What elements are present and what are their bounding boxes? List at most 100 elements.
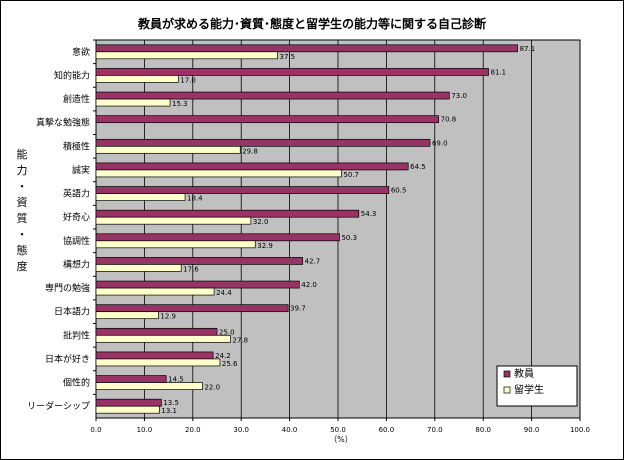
category-label: 日本語力 [54, 306, 90, 318]
category-label: 誠実 [72, 164, 90, 176]
bar-student [95, 216, 252, 225]
bar-student [95, 382, 203, 390]
bar-teacher [95, 257, 304, 265]
data-label-student: 17.6 [183, 265, 199, 273]
data-label-student: 32.0 [253, 218, 269, 226]
bar-student [95, 240, 256, 249]
x-tick-label: 100.0 [570, 426, 590, 434]
category-label: 英語力 [63, 188, 90, 200]
category-label: 批判性 [63, 329, 90, 341]
bar-teacher [95, 398, 162, 407]
data-label-teacher: 42.0 [301, 281, 317, 289]
bar-student [95, 287, 215, 296]
data-label-teacher: 50.3 [341, 234, 357, 242]
category-label: 個性的 [63, 377, 90, 389]
bar-student [95, 358, 221, 367]
data-label-teacher: 69.0 [432, 139, 448, 147]
bar-teacher [95, 91, 450, 100]
bar-teacher [95, 44, 518, 53]
bar-student [95, 193, 186, 201]
x-tick-label: 40.0 [282, 426, 298, 434]
data-label-student: 32.9 [257, 242, 273, 250]
chart-title: 教員が求める能力･資質･態度と留学生の能力等に関する自己診断 [137, 16, 486, 31]
data-label-student: 18.4 [187, 195, 203, 203]
bar-teacher [95, 351, 214, 360]
category-label: 好奇心 [63, 211, 90, 223]
y-axis-label-char: 能 [17, 147, 28, 161]
category-label: 知的能力 [54, 69, 90, 81]
x-tick-label: 10.0 [137, 426, 153, 434]
data-label-student: 22.0 [204, 384, 220, 392]
data-label-student: 13.1 [161, 407, 177, 415]
bar-teacher [95, 233, 340, 242]
bar-teacher [95, 304, 289, 313]
data-label-student: 50.7 [343, 171, 359, 179]
x-tick-label: 60.0 [379, 426, 395, 434]
data-label-student: 15.3 [172, 100, 188, 108]
category-label: 協調性 [63, 235, 90, 247]
category-label: 真摯な勉強態 [36, 117, 90, 129]
category-label: 積極性 [63, 140, 90, 152]
bar-student [95, 145, 241, 154]
legend-entry: 留学生 [514, 383, 544, 396]
category-label: 意欲 [72, 46, 90, 58]
data-label-teacher: 25.0 [219, 328, 235, 336]
bar-teacher [95, 138, 431, 147]
x-tick-label: 70.0 [427, 426, 443, 434]
bar-teacher [95, 327, 218, 336]
legend-entry: 教員 [514, 367, 534, 380]
bar-student [95, 264, 182, 272]
bar-student [95, 98, 171, 107]
y-axis-label: 能力・資質・態度 [17, 147, 28, 273]
category-label: 構想力 [63, 258, 90, 270]
data-label-teacher: 73.0 [451, 92, 467, 100]
bar-teacher [95, 162, 409, 171]
category-label: 専門の勉強 [45, 282, 90, 294]
data-label-teacher: 70.8 [441, 116, 457, 124]
category-label: 創造性 [63, 93, 90, 105]
bar-teacher [95, 68, 489, 76]
data-label-student: 29.8 [242, 147, 258, 155]
y-axis-label-char: ・ [17, 180, 28, 193]
bar-teacher [95, 375, 167, 383]
data-label-student: 17.0 [180, 76, 196, 84]
data-label-student: 37.5 [280, 53, 296, 61]
legend-swatch [503, 386, 511, 394]
y-axis-label-char: 力 [17, 164, 28, 177]
y-axis-label-char: 質 [17, 211, 28, 225]
x-tick-label: 20.0 [185, 426, 201, 434]
bar-student [95, 75, 179, 83]
x-tick-label: 90.0 [524, 426, 540, 434]
data-label-teacher: 14.5 [168, 376, 184, 384]
y-axis-label-char: 資 [17, 196, 28, 209]
bar-student [95, 334, 231, 343]
data-label-student: 12.9 [160, 313, 176, 321]
legend-swatch [503, 370, 511, 378]
bar-teacher [95, 186, 390, 194]
bar-student [95, 51, 278, 60]
bar-teacher [95, 280, 300, 289]
data-label-teacher: 60.5 [391, 187, 407, 195]
data-label-student: 25.6 [222, 360, 238, 368]
bar-teacher [95, 115, 440, 124]
x-tick-label: 0.0 [90, 426, 101, 434]
category-label: リーダーシップ [27, 400, 90, 412]
data-label-teacher: 87.1 [520, 45, 536, 53]
y-axis-label-char: 態 [17, 243, 28, 257]
plot-area: 0.0 10.0 20.0 30.0 40.0 50.0 60.0 70.0 80.0 90.0 1… [27, 39, 590, 434]
x-tick-label: 50.0 [330, 426, 346, 434]
y-axis-label-char: ・ [17, 228, 28, 241]
x-axis-label: （%） [329, 435, 353, 444]
data-label-teacher: 42.7 [305, 257, 321, 265]
data-label-teacher: 39.7 [290, 305, 306, 313]
data-label-teacher: 64.5 [410, 163, 426, 171]
y-axis-label-char: 度 [17, 259, 28, 273]
data-label-teacher: 81.1 [491, 68, 507, 76]
data-label-teacher: 13.5 [163, 399, 179, 407]
bar-student [95, 169, 342, 178]
data-label-teacher: 24.2 [215, 352, 231, 360]
bar-student [95, 405, 160, 414]
x-tick-label: 30.0 [233, 426, 249, 434]
